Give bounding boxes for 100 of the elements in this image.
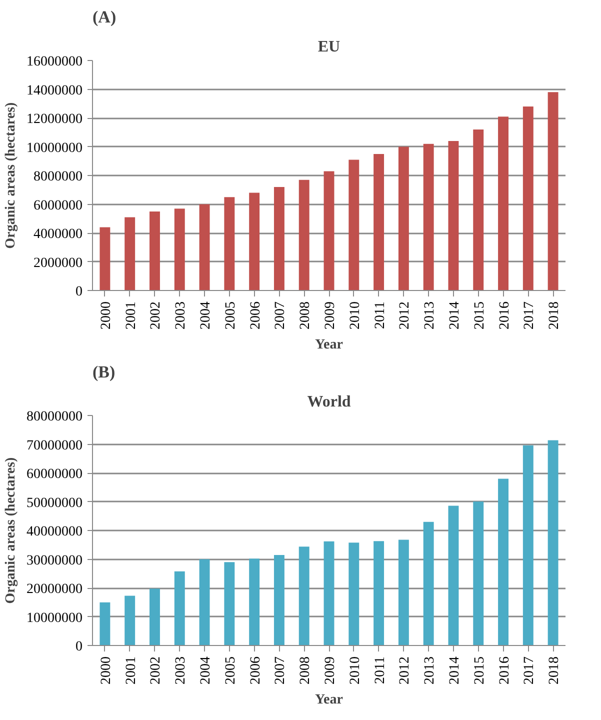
x-tick-label: 2008 — [298, 302, 314, 330]
y-tick-label: 14000000 — [26, 83, 82, 98]
bar — [348, 542, 360, 646]
y-tick-label: 10000000 — [26, 140, 82, 156]
x-tick-label: 2003 — [174, 656, 189, 684]
y-tick-label: 2000000 — [34, 256, 82, 271]
bar — [249, 558, 260, 646]
y-tick-label: 80000000 — [26, 410, 82, 424]
x-tick-label: 2008 — [298, 656, 314, 684]
x-tick-label: 2003 — [174, 302, 189, 330]
x-tick-label: 2014 — [447, 302, 462, 330]
bar — [423, 144, 434, 290]
y-tick-label: 6000000 — [34, 198, 82, 214]
y-tick-label: 0 — [76, 284, 82, 300]
x-tick-label: 2006 — [248, 656, 264, 684]
bar — [174, 208, 185, 290]
y-tick-label: 40000000 — [26, 524, 82, 540]
bar — [498, 116, 508, 290]
bar — [548, 440, 558, 646]
bar — [100, 602, 110, 646]
x-tick-label: 2001 — [124, 656, 139, 684]
bar — [473, 501, 484, 646]
x-tick-label: 2017 — [522, 656, 538, 684]
x-tick-label: 2012 — [398, 302, 413, 330]
bar — [298, 546, 310, 646]
text: (B) — [92, 362, 116, 382]
x-tick-label: 2000 — [98, 656, 114, 684]
x-tick-label: 2010 — [348, 302, 363, 330]
x-tick-label: 2014 — [447, 656, 462, 684]
y-tick-label: 4000000 — [34, 227, 82, 242]
bar — [174, 571, 185, 646]
x-tick-label: 2010 — [348, 656, 363, 684]
x-tick-label: 2015 — [472, 302, 488, 330]
bar — [398, 146, 409, 290]
x-tick-label: 2005 — [223, 656, 238, 684]
bar — [498, 478, 508, 646]
y-tick-label: 20000000 — [26, 582, 82, 597]
x-axis-title: Year — [315, 692, 344, 708]
x-tick-label: 2004 — [198, 302, 214, 330]
chart-title: World — [307, 394, 351, 410]
x-tick-label: 2009 — [323, 656, 338, 684]
y-tick-label: 16000000 — [26, 54, 82, 70]
x-tick-label: 2017 — [522, 302, 538, 330]
x-axis-title: Year — [315, 338, 344, 352]
x-tick-label: 2007 — [273, 302, 288, 330]
bar — [548, 92, 558, 290]
x-tick-label: 2018 — [547, 656, 562, 684]
bar — [150, 211, 160, 290]
bar — [224, 197, 235, 290]
y-tick-label: 70000000 — [26, 438, 82, 454]
bar — [298, 180, 310, 290]
x-tick-label: 2011 — [372, 301, 388, 329]
x-tick-label: 2002 — [148, 656, 164, 684]
x-tick-label: 2000 — [98, 302, 114, 330]
bar — [374, 154, 384, 290]
y-tick-label: 12000000 — [26, 112, 82, 127]
bar — [224, 562, 235, 646]
x-tick-label: 2016 — [497, 656, 512, 684]
chart-title: EU — [318, 38, 341, 56]
x-tick-label: 2005 — [223, 302, 238, 330]
x-tick-label: 2013 — [422, 302, 438, 330]
y-axis-title: Organic areas (hectares) — [4, 102, 18, 249]
bar — [199, 559, 210, 646]
x-tick-label: 2007 — [273, 656, 288, 684]
x-tick-label: 2009 — [323, 302, 338, 330]
x-tick-label: 2018 — [547, 302, 562, 330]
x-tick-label: 2012 — [398, 656, 413, 684]
x-tick-label: 2013 — [422, 656, 438, 684]
bar — [274, 187, 284, 290]
bar — [348, 160, 360, 290]
bar — [522, 106, 534, 290]
x-tick-label: 2006 — [248, 302, 264, 330]
bar — [398, 540, 409, 646]
bar — [522, 445, 534, 646]
bar — [150, 588, 160, 646]
bar — [324, 541, 334, 646]
y-tick-label: 0 — [76, 640, 82, 654]
x-tick-label: 2004 — [198, 656, 214, 684]
x-tick-label: 2015 — [472, 656, 488, 684]
x-tick-label: 2001 — [124, 302, 139, 330]
y-tick-label: 8000000 — [34, 170, 82, 184]
bar — [448, 141, 459, 290]
bar — [124, 596, 136, 646]
bar — [423, 522, 434, 646]
bar — [199, 204, 210, 290]
bar — [124, 217, 136, 290]
bar — [274, 554, 284, 646]
y-tick-label: 60000000 — [26, 467, 82, 482]
x-tick-label: 2002 — [148, 302, 164, 330]
bar — [448, 506, 459, 646]
y-tick-label: 30000000 — [26, 553, 82, 568]
y-tick-label: 50000000 — [26, 496, 82, 511]
bar — [249, 192, 260, 290]
y-axis-title: Organic areas (hectares) — [4, 456, 18, 604]
x-tick-label: 2011 — [372, 656, 388, 684]
y-tick-label: 10000000 — [26, 610, 82, 626]
x-tick-label: 2016 — [497, 302, 512, 330]
bar — [473, 130, 484, 290]
bar — [100, 227, 110, 290]
bar — [374, 541, 384, 646]
